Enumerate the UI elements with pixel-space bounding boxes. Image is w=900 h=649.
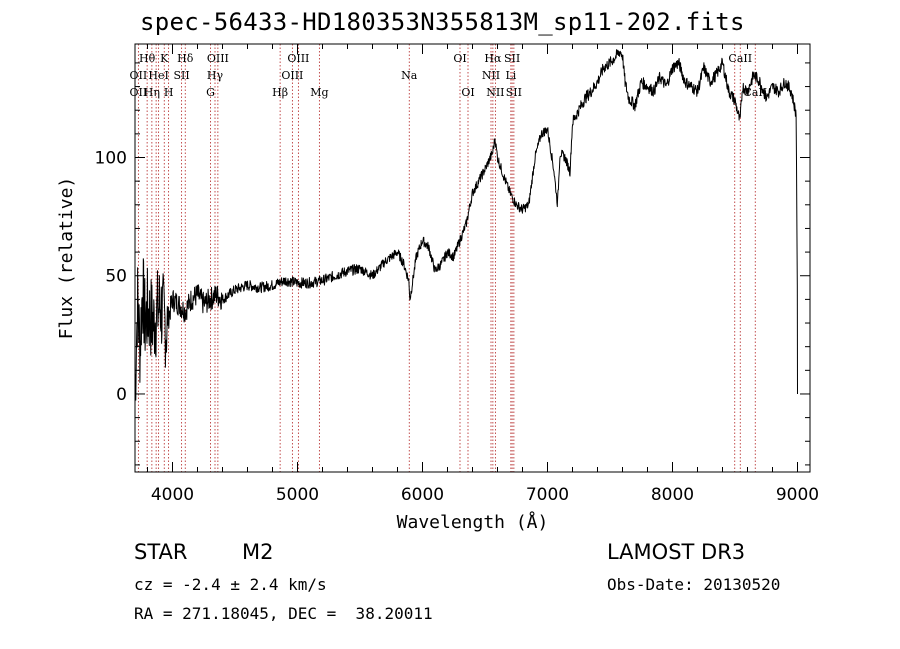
line-label: CaII — [743, 86, 767, 99]
line-label: Na — [401, 69, 418, 82]
line-label: Hβ — [272, 86, 288, 99]
line-label: Mg — [310, 86, 328, 99]
line-label: Hα — [484, 52, 502, 65]
axes: 4000 5000 6000 7000 8000 9000 0 50 100 Wavelength… — [56, 43, 819, 533]
spectrum-line — [134, 49, 798, 401]
line-label: HeI — [148, 69, 168, 82]
x-tick-label: 8000 — [651, 485, 694, 505]
x-tick-label: 6000 — [401, 485, 444, 505]
line-label: OIII — [281, 69, 303, 82]
line-label: Hδ — [177, 52, 194, 65]
y-tick-label: 0 — [116, 385, 127, 405]
x-tick-label: 5000 — [276, 485, 319, 505]
y-axis-label: Flux (relative) — [56, 177, 77, 340]
line-label: OII — [130, 69, 148, 82]
x-tick-label: 7000 — [526, 485, 569, 505]
x-tick-label: 9000 — [776, 485, 819, 505]
line-label: OIII — [207, 52, 229, 65]
x-tick-label: 4000 — [151, 485, 194, 505]
y-tick-label: 50 — [105, 267, 127, 287]
line-label: H — [164, 86, 174, 99]
x-axis-label: Wavelength (Å) — [397, 511, 549, 533]
line-label: SII — [504, 52, 520, 65]
plot-frame — [134, 43, 811, 473]
line-label: CaII — [728, 52, 752, 65]
survey-name: LAMOST DR3 — [607, 540, 746, 564]
line-label: SII — [506, 86, 522, 99]
line-label: Hθ — [139, 52, 156, 65]
line-label: OII — [130, 86, 148, 99]
spectrum-series — [134, 49, 798, 401]
line-label: Li — [505, 69, 516, 82]
redshift-cz: cz = -2.4 ± 2.4 km/s — [134, 575, 327, 594]
line-label: OI — [461, 86, 474, 99]
chart-title: spec-56433-HD180353N355813M_sp11-202.fit… — [140, 8, 745, 36]
line-label: Hγ — [207, 69, 224, 82]
object-subclass: M2 — [242, 540, 274, 564]
coordinates: RA = 271.18045, DEC = 38.20011 — [134, 604, 433, 623]
line-label: Hη — [144, 86, 160, 99]
line-label: OI — [453, 52, 466, 65]
line-label: SII — [174, 69, 190, 82]
obs-date: Obs-Date: 20130520 — [607, 575, 781, 594]
line-label: K — [160, 52, 169, 65]
line-label: OIII — [287, 52, 309, 65]
line-label: NII — [486, 86, 504, 99]
y-tick-label: 100 — [95, 149, 127, 169]
object-class: STAR — [134, 540, 188, 564]
line-label: NII — [482, 69, 500, 82]
line-label: G — [206, 86, 215, 99]
